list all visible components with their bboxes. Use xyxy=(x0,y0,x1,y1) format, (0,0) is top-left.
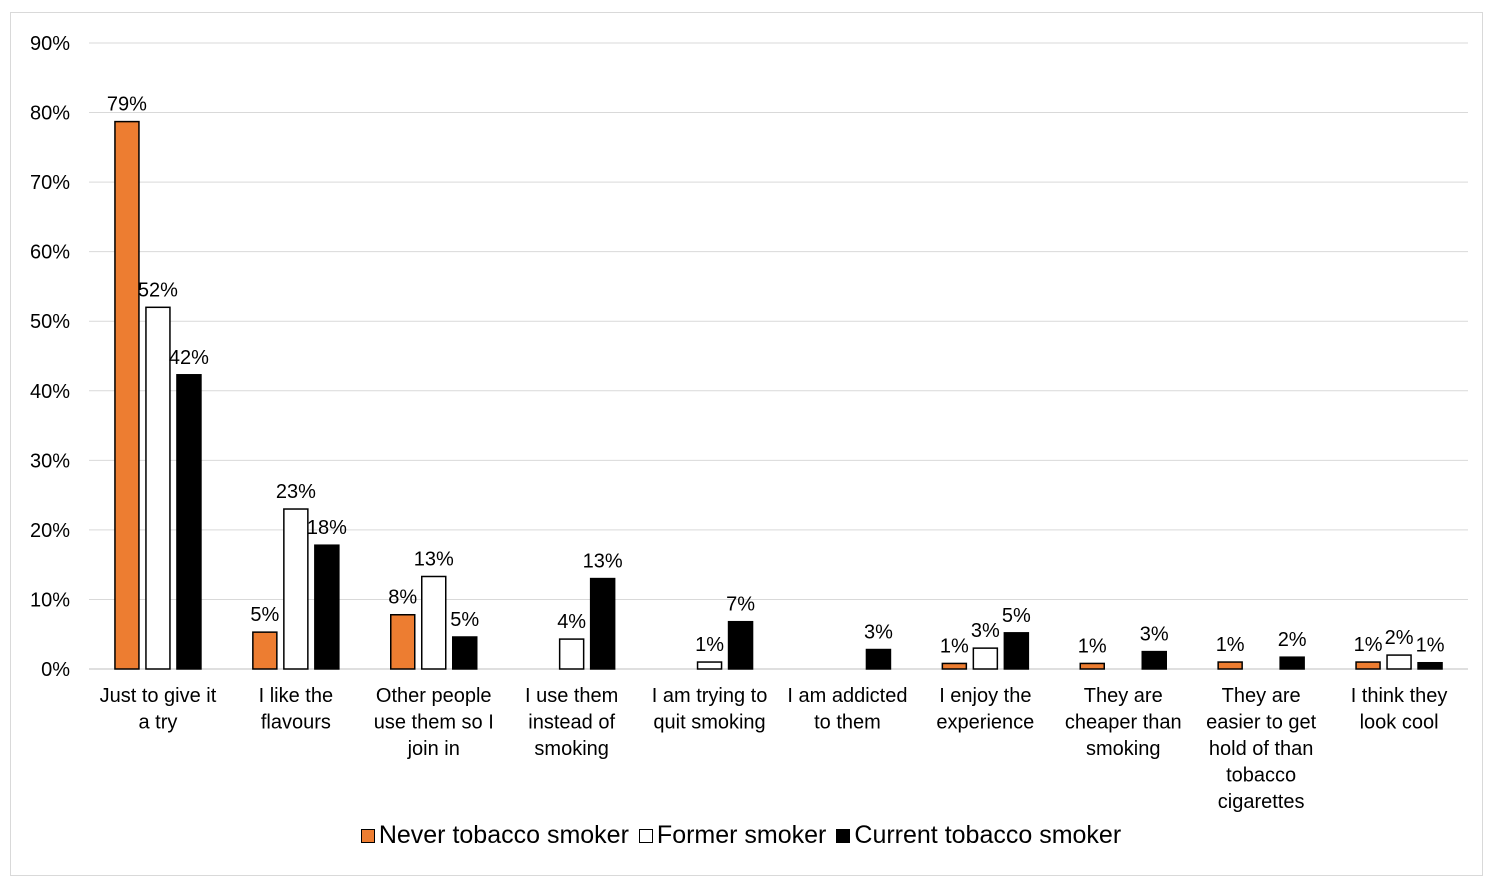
x-tick-label: cheaper than xyxy=(1065,712,1182,734)
bar xyxy=(145,306,171,670)
data-label: 1% xyxy=(1416,635,1445,657)
data-label: 5% xyxy=(250,604,279,626)
data-label: 1% xyxy=(1216,634,1245,656)
legend-label: Former smoker xyxy=(656,821,827,849)
y-tick-label: 60% xyxy=(30,242,70,264)
data-label: 3% xyxy=(1140,624,1169,646)
x-tick-label: quit smoking xyxy=(653,712,765,734)
legend: Never tobacco smoker Former smoker Current… xyxy=(11,821,1471,850)
x-tick-label: instead of xyxy=(528,712,615,734)
bar xyxy=(865,648,892,670)
x-tick-label: to them xyxy=(814,712,881,734)
bar xyxy=(1003,632,1030,670)
bar xyxy=(252,631,278,670)
data-label: 1% xyxy=(695,634,724,656)
bar xyxy=(1279,656,1305,670)
x-tick-label: use them so I xyxy=(374,712,494,734)
bar xyxy=(314,544,340,670)
bar xyxy=(390,613,416,670)
data-label: 1% xyxy=(1354,634,1383,656)
x-tick-label: I am addicted xyxy=(787,685,907,707)
x-tick-label: easier to get xyxy=(1206,712,1317,734)
y-tick-label: 10% xyxy=(30,589,70,611)
x-tick-label: smoking xyxy=(1086,738,1160,760)
x-tick-label: a try xyxy=(138,712,177,734)
data-label: 23% xyxy=(276,481,316,503)
data-label: 13% xyxy=(583,551,623,573)
data-label: 13% xyxy=(414,548,454,570)
legend-swatch xyxy=(836,828,851,843)
data-label: 3% xyxy=(864,622,893,644)
data-label: 4% xyxy=(557,611,586,633)
y-tick-label: 40% xyxy=(30,381,70,403)
bar xyxy=(283,508,309,670)
data-label: 1% xyxy=(940,635,969,657)
data-label: 7% xyxy=(726,594,755,616)
x-tick-label: I use them xyxy=(525,685,618,707)
x-tick-label: I like the xyxy=(259,685,333,707)
bar xyxy=(941,662,968,670)
legend-item: Former smoker xyxy=(638,821,827,850)
data-label: 1% xyxy=(1078,635,1107,657)
legend-item: Never tobacco smoker xyxy=(360,821,629,850)
y-tick-label: 80% xyxy=(30,103,70,125)
bar xyxy=(972,647,999,670)
x-tick-label: cigarettes xyxy=(1218,791,1305,813)
data-label: 52% xyxy=(138,279,178,301)
bar xyxy=(1217,661,1243,670)
data-label: 3% xyxy=(971,620,1000,642)
bar xyxy=(589,577,616,670)
y-tick-label: 70% xyxy=(30,172,70,194)
x-tick-label: I am trying to xyxy=(652,685,768,707)
x-tick-label: smoking xyxy=(534,738,608,760)
y-tick-label: 0% xyxy=(41,659,70,681)
bar xyxy=(1355,661,1381,670)
bar xyxy=(1417,661,1443,670)
data-label: 79% xyxy=(107,94,147,116)
x-tick-label: flavours xyxy=(261,712,331,734)
data-label: 5% xyxy=(1002,605,1031,627)
bar xyxy=(558,638,585,670)
x-tick-label: look cool xyxy=(1360,712,1439,734)
x-tick-label: They are xyxy=(1084,685,1163,707)
x-tick-label: Just to give it xyxy=(100,685,217,707)
bar xyxy=(727,620,754,670)
bar xyxy=(176,374,202,670)
x-tick-label: hold of than xyxy=(1209,738,1314,760)
x-tick-label: join in xyxy=(407,738,460,760)
bar xyxy=(1141,650,1167,670)
bar xyxy=(1079,662,1105,670)
data-label: 5% xyxy=(450,609,479,631)
x-tick-label: I enjoy the xyxy=(939,685,1031,707)
legend-label: Current tobacco smoker xyxy=(854,821,1122,849)
bar xyxy=(1386,654,1412,670)
y-tick-label: 30% xyxy=(30,450,70,472)
y-tick-label: 50% xyxy=(30,311,70,333)
legend-label: Never tobacco smoker xyxy=(378,821,629,849)
y-tick-label: 20% xyxy=(30,520,70,542)
x-tick-label: tobacco xyxy=(1226,765,1296,787)
legend-swatch xyxy=(638,828,653,843)
x-tick-label: experience xyxy=(936,712,1034,734)
x-tick-label: I think they xyxy=(1351,685,1448,707)
data-label: 2% xyxy=(1278,629,1307,651)
bar xyxy=(452,636,478,670)
legend-item: Current tobacco smoker xyxy=(836,821,1121,850)
legend-swatch xyxy=(360,828,375,843)
data-label: 2% xyxy=(1385,627,1414,649)
bar-chart: 0% 10% 20% 30% 40% 50% 60% 70% 80% 90% 79% 52% 42% Ju… xyxy=(30,33,1468,813)
data-label: 42% xyxy=(169,347,209,369)
data-label: 8% xyxy=(388,587,417,609)
bar xyxy=(421,575,447,670)
chart-frame: 0% 10% 20% 30% 40% 50% 60% 70% 80% 90% 79% 52% 42% Ju… xyxy=(10,12,1483,876)
y-tick-label: 90% xyxy=(30,33,70,55)
bar xyxy=(114,120,140,670)
x-tick-label: Other people xyxy=(376,685,492,707)
bar xyxy=(696,661,723,670)
data-label: 18% xyxy=(307,517,347,539)
x-tick-label: They are xyxy=(1222,685,1301,707)
